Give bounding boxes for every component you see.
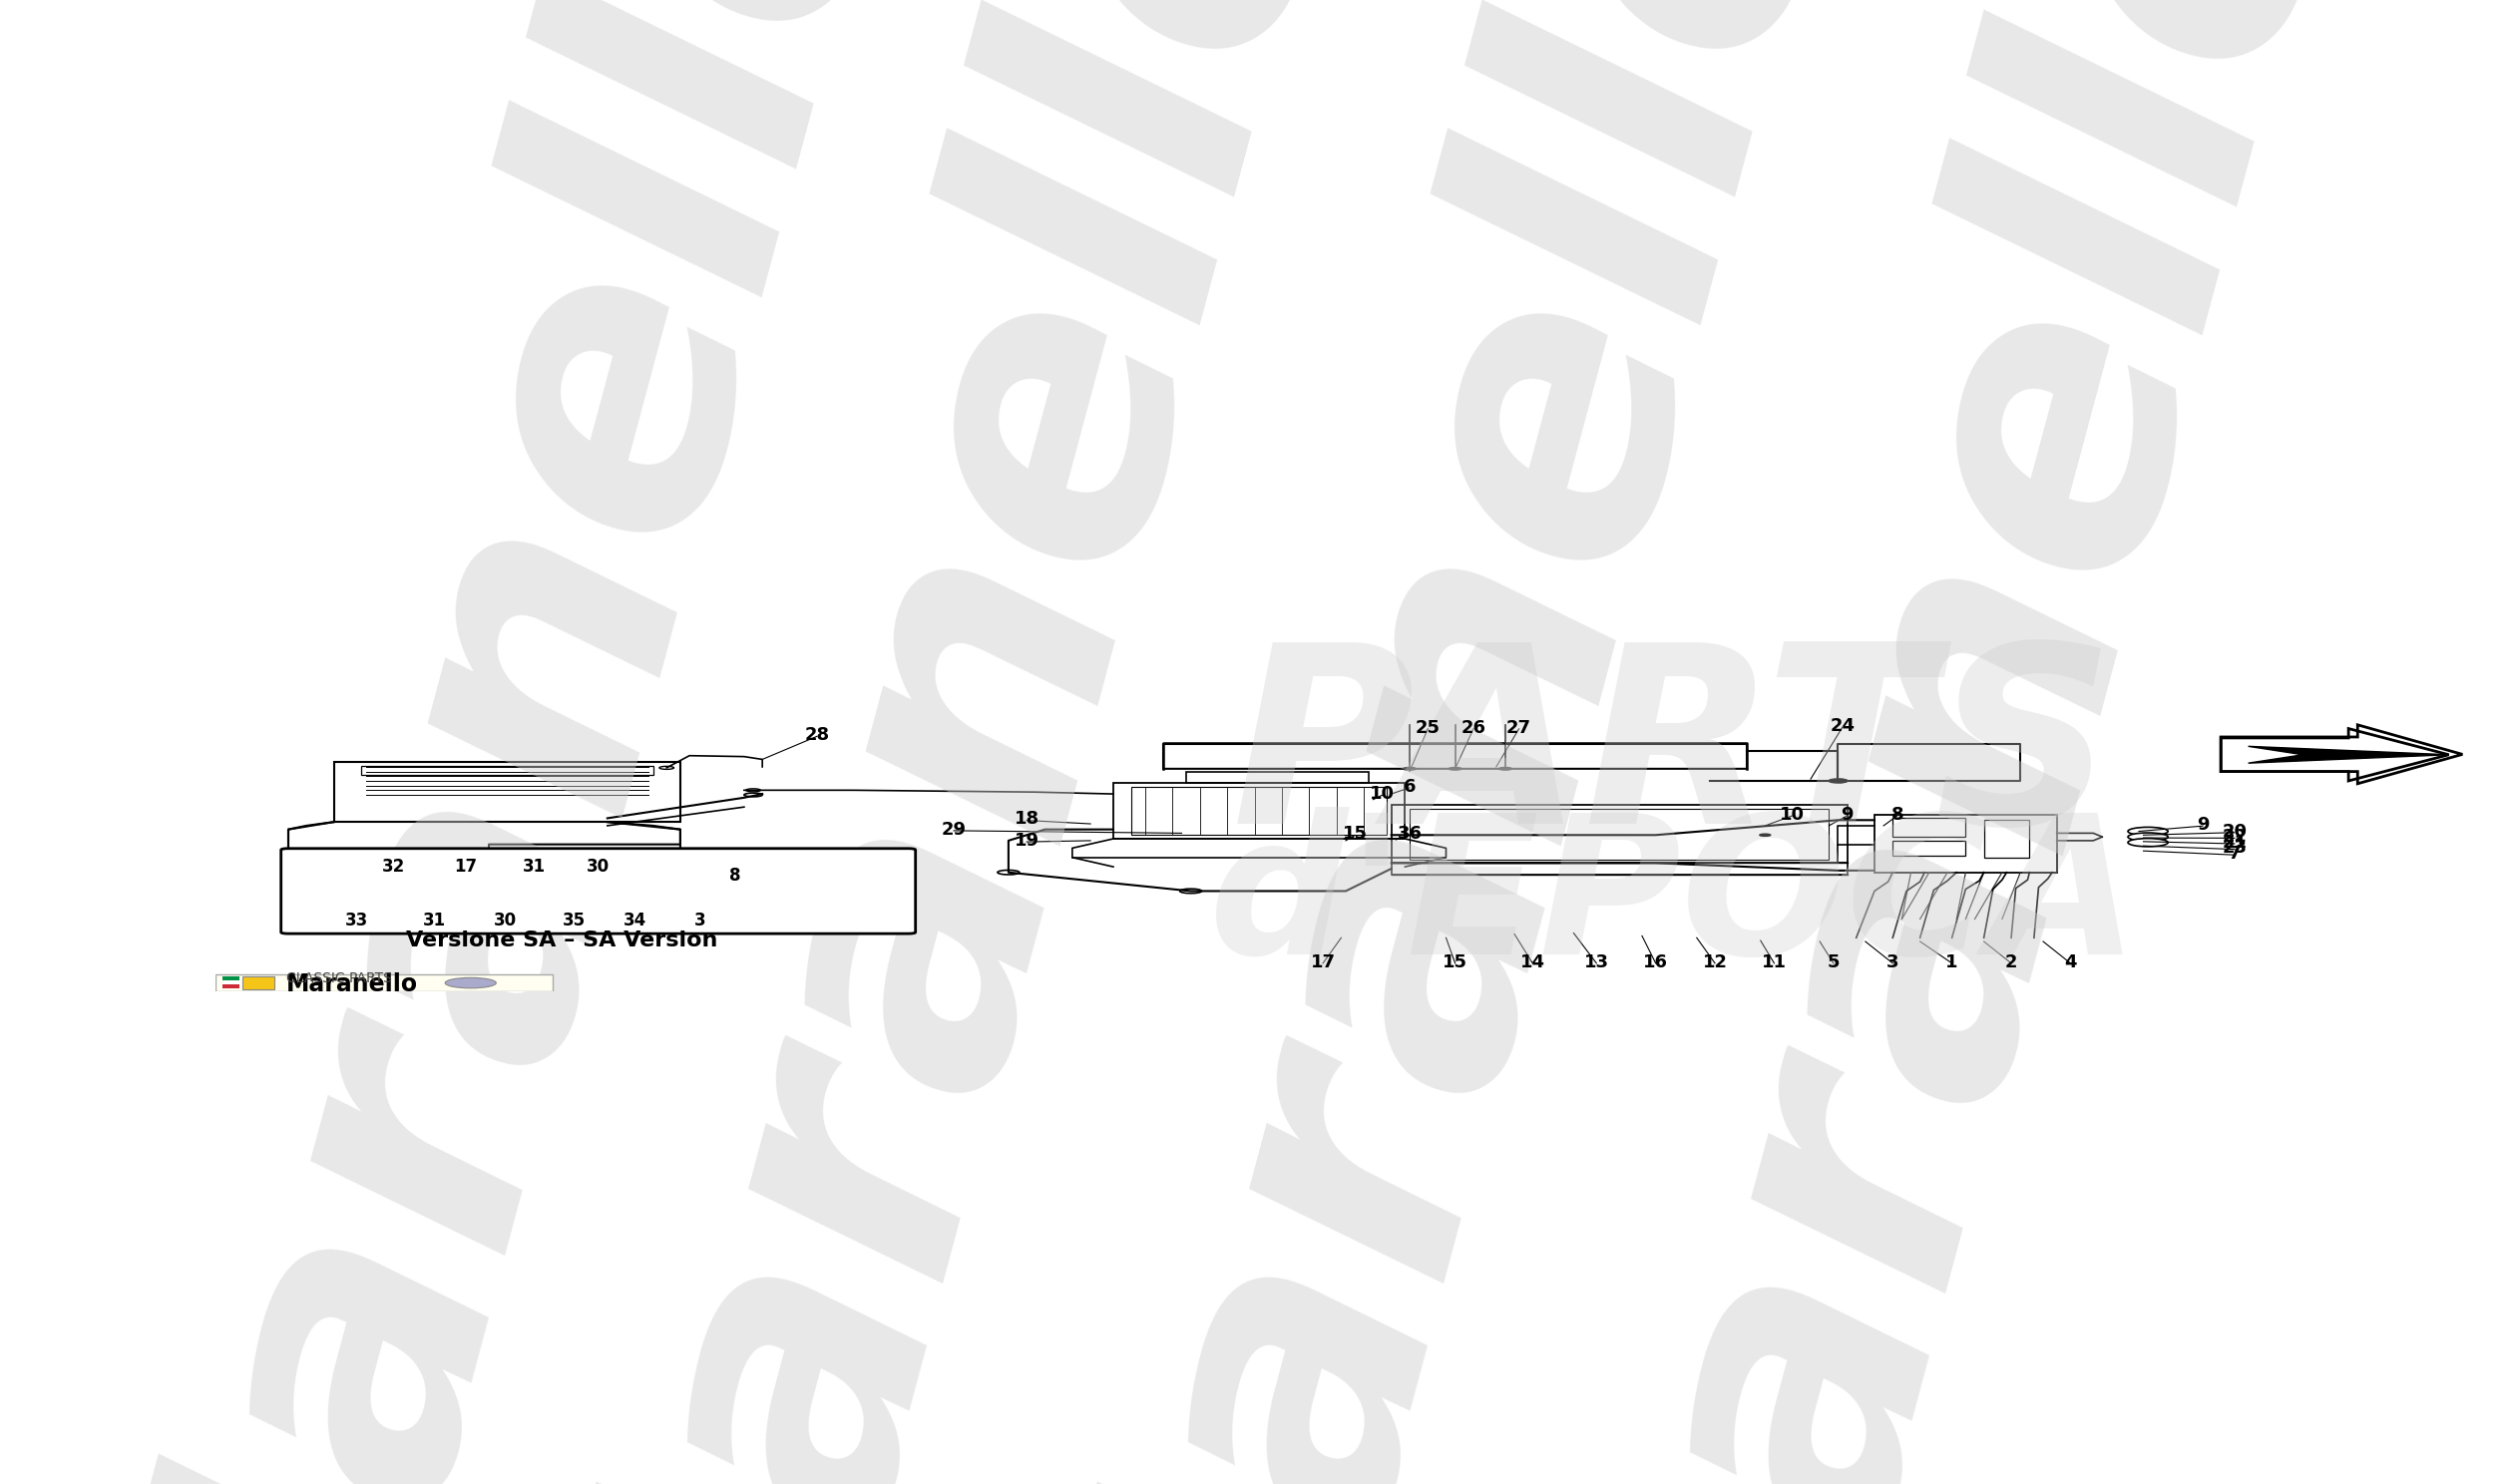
Bar [744, 871, 779, 886]
Circle shape [997, 870, 1019, 874]
Circle shape [744, 792, 762, 797]
Circle shape [1404, 767, 1416, 770]
Text: 15: 15 [1444, 953, 1469, 971]
Text: 33: 33 [345, 913, 367, 930]
Bar [1409, 809, 1829, 859]
Text: 31: 31 [422, 913, 445, 930]
Bar [1893, 840, 1966, 856]
Bar [1893, 818, 1966, 837]
Bar [222, 981, 240, 984]
Bar [1983, 821, 2028, 858]
Text: 32: 32 [382, 858, 405, 876]
Bar [567, 877, 634, 892]
Text: 23: 23 [2223, 838, 2248, 858]
Bar [222, 976, 240, 979]
Text: Maranello: Maranello [482, 0, 1406, 1484]
Text: 25: 25 [1416, 718, 1441, 736]
Text: 26: 26 [1461, 718, 1486, 736]
Text: 8: 8 [729, 867, 742, 884]
Circle shape [2128, 838, 2168, 846]
Text: Maranello: Maranello [984, 0, 1908, 1484]
Text: 14: 14 [1521, 953, 1546, 971]
Text: 5: 5 [1826, 953, 1839, 971]
Text: 36: 36 [1396, 825, 1421, 843]
Text: 29: 29 [942, 821, 967, 838]
Text: 34: 34 [622, 913, 647, 930]
Text: 10: 10 [1781, 806, 1806, 824]
Circle shape [445, 978, 497, 988]
Text: 4: 4 [2063, 953, 2076, 971]
Circle shape [1759, 834, 1771, 835]
Text: 27: 27 [1506, 718, 1531, 736]
Text: 17: 17 [1311, 953, 1336, 971]
Text: 21: 21 [2223, 834, 2248, 852]
Circle shape [1179, 889, 1202, 893]
Bar [1114, 782, 1404, 838]
Text: 9: 9 [1841, 806, 1854, 824]
Circle shape [390, 895, 407, 898]
Text: 11: 11 [1761, 953, 1786, 971]
Text: 17: 17 [455, 858, 477, 876]
Circle shape [1499, 767, 1511, 770]
FancyBboxPatch shape [280, 849, 914, 933]
Circle shape [752, 867, 774, 871]
Polygon shape [2221, 729, 2448, 781]
Text: 3: 3 [1886, 953, 1898, 971]
Bar [222, 984, 240, 988]
Circle shape [445, 907, 470, 913]
Text: 28: 28 [804, 726, 829, 743]
Text: PARTS: PARTS [1232, 634, 2116, 876]
Text: 31: 31 [522, 858, 547, 876]
Circle shape [482, 890, 505, 895]
Circle shape [747, 788, 759, 791]
Text: 12: 12 [1704, 953, 1729, 971]
Polygon shape [2248, 746, 2448, 763]
Text: Maranello: Maranello [1484, 0, 2411, 1484]
Text: 19: 19 [1014, 831, 1039, 850]
Circle shape [659, 766, 674, 769]
Bar [1187, 772, 1369, 782]
Text: 10: 10 [1369, 785, 1394, 803]
Bar [362, 766, 652, 775]
Bar [1132, 787, 1386, 835]
Circle shape [1829, 779, 1846, 782]
Circle shape [1834, 779, 1846, 782]
Bar [1874, 815, 2056, 873]
Text: 18: 18 [1014, 810, 1039, 828]
Text: 24: 24 [1831, 717, 1856, 735]
Bar [567, 864, 722, 871]
Bar [652, 877, 722, 892]
Text: 1: 1 [1946, 953, 1958, 971]
Bar [1391, 806, 1846, 864]
Text: 3: 3 [694, 913, 707, 930]
Circle shape [1449, 767, 1461, 770]
Circle shape [697, 858, 729, 865]
Text: 2: 2 [2006, 953, 2018, 971]
Circle shape [2128, 833, 2168, 841]
Text: 9: 9 [2196, 816, 2208, 834]
Bar [552, 861, 734, 898]
Text: 30: 30 [587, 858, 610, 876]
Text: 6: 6 [1404, 778, 1416, 795]
Text: CLASSIC PARTS: CLASSIC PARTS [287, 972, 392, 985]
Text: 22: 22 [2223, 828, 2248, 846]
Text: 13: 13 [1584, 953, 1609, 971]
Text: 7: 7 [2228, 844, 2241, 862]
Bar [242, 976, 275, 990]
Text: 8: 8 [1891, 806, 1903, 824]
Bar [215, 975, 552, 991]
Text: 15: 15 [1341, 825, 1366, 843]
Text: 20: 20 [2223, 822, 2248, 840]
Text: 30: 30 [495, 913, 517, 930]
Text: 16: 16 [1644, 953, 1669, 971]
Bar [335, 763, 679, 822]
Text: Versione SA – SA Version: Versione SA – SA Version [407, 930, 717, 950]
Circle shape [2128, 827, 2168, 835]
Text: Maranello: Maranello [45, 0, 969, 1484]
Text: Maranello: Maranello [287, 972, 417, 996]
Text: d'EPOCA: d'EPOCA [1209, 807, 2138, 994]
Text: 35: 35 [562, 913, 585, 930]
